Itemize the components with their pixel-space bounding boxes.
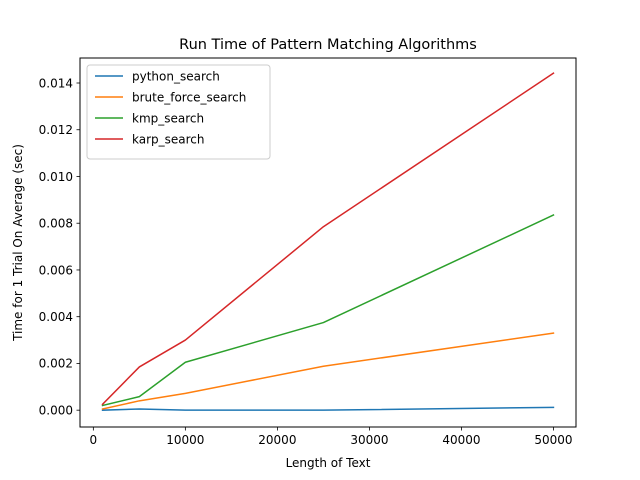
y-tick-label: 0.014 <box>39 76 73 90</box>
legend-label-python-search: python_search <box>132 69 220 83</box>
y-tick-label: 0.006 <box>39 263 73 277</box>
series-line-karp-search <box>101 72 555 406</box>
y-axis: 0.000 0.002 0.004 0.006 0.008 0.010 0.012 0.014 <box>39 76 80 417</box>
series-line-brute-force-search <box>101 332 555 410</box>
series-line-kmp-search <box>101 214 555 407</box>
y-tick-label: 0.004 <box>39 310 73 324</box>
y-axis-label: Time for 1 Trial On Average (sec) <box>11 144 25 342</box>
x-tick-label: 0 <box>90 433 98 447</box>
x-tick-label: 50000 <box>534 433 572 447</box>
x-axis-label: Length of Text <box>286 456 371 470</box>
chart-title: Run Time of Pattern Matching Algorithms <box>179 37 477 53</box>
x-tick-label: 10000 <box>166 433 204 447</box>
legend-label-brute-force-search: brute_force_search <box>132 90 246 104</box>
legend-box <box>86 64 271 160</box>
y-tick-label: 0.010 <box>39 170 73 184</box>
x-tick-label: 40000 <box>442 433 480 447</box>
y-tick-label: 0.000 <box>39 403 73 417</box>
legend: python_search brute_force_search kmp_searc… <box>86 64 271 160</box>
series-line-python-search <box>101 406 555 411</box>
y-tick-label: 0.008 <box>39 217 73 231</box>
x-tick-label: 20000 <box>258 433 296 447</box>
x-tick-label: 30000 <box>350 433 388 447</box>
x-axis: 0 10000 20000 30000 40000 50000 <box>90 427 573 447</box>
legend-label-karp-search: karp_search <box>132 132 205 146</box>
y-tick-label: 0.002 <box>39 357 73 371</box>
plot-frame <box>79 57 577 428</box>
plot-lines <box>101 72 555 411</box>
y-tick-label: 0.012 <box>39 123 73 137</box>
legend-label-kmp-search: kmp_search <box>132 111 204 125</box>
